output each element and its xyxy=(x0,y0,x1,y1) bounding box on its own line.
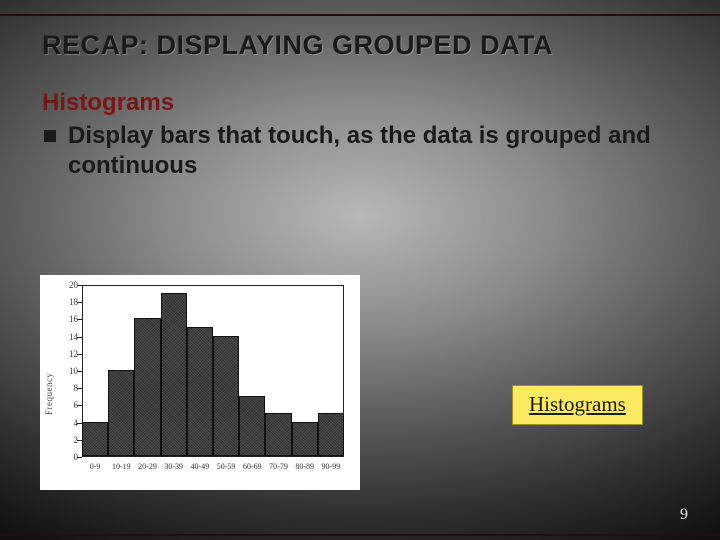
histogram-bar xyxy=(318,413,344,456)
histogram-bar xyxy=(82,422,108,456)
histogram-bar xyxy=(134,318,160,456)
histograms-link-box[interactable]: Histograms xyxy=(512,385,643,425)
x-tick-label: 90-99 xyxy=(322,462,341,471)
slide-title: RECAP: DISPLAYING GROUPED DATA xyxy=(42,30,678,61)
x-tick-label: 70-79 xyxy=(269,462,288,471)
y-tick-label: 18 xyxy=(54,297,78,307)
histogram-panel: Frequency 024681012141618200-910-1920-29… xyxy=(40,275,360,490)
y-tick-label: 4 xyxy=(54,418,78,428)
histogram-bar xyxy=(213,336,239,456)
histogram-bar xyxy=(265,413,291,456)
y-tick-label: 0 xyxy=(54,452,78,462)
y-tick-label: 20 xyxy=(54,280,78,290)
bullet-item: Display bars that touch, as the data is … xyxy=(42,121,678,181)
histogram-plot-area: 024681012141618200-910-1920-2930-3940-49… xyxy=(82,285,344,457)
histogram-bar xyxy=(108,370,134,456)
y-tick-label: 10 xyxy=(54,366,78,376)
x-tick-label: 10-19 xyxy=(112,462,131,471)
slide: RECAP: DISPLAYING GROUPED DATA Histogram… xyxy=(0,0,720,540)
x-tick-label: 50-59 xyxy=(217,462,236,471)
decorative-border-bottom xyxy=(0,534,720,536)
bullet-marker-icon xyxy=(44,130,56,142)
x-tick-label: 30-39 xyxy=(164,462,183,471)
histogram-bar xyxy=(187,327,213,456)
y-tick-label: 14 xyxy=(54,332,78,342)
x-tick-label: 0-9 xyxy=(90,462,101,471)
x-axis-line xyxy=(82,456,344,457)
y-tick-label: 2 xyxy=(54,435,78,445)
x-tick-label: 80-89 xyxy=(295,462,314,471)
y-tick-label: 12 xyxy=(54,349,78,359)
histogram-bar xyxy=(292,422,318,456)
histograms-link-label: Histograms xyxy=(529,392,626,416)
decorative-border-top xyxy=(0,14,720,16)
y-tick-label: 16 xyxy=(54,314,78,324)
y-axis-label: Frequency xyxy=(44,373,54,416)
x-tick-label: 20-29 xyxy=(138,462,157,471)
y-tick-label: 8 xyxy=(54,383,78,393)
page-number: 9 xyxy=(680,506,688,524)
slide-subheading: Histograms xyxy=(42,89,678,117)
y-tick-label: 6 xyxy=(54,400,78,410)
bullet-text: Display bars that touch, as the data is … xyxy=(68,121,678,181)
histogram-bar xyxy=(161,293,187,456)
x-tick-label: 40-49 xyxy=(191,462,210,471)
top-axis-line xyxy=(82,285,344,286)
x-tick-label: 60-69 xyxy=(243,462,262,471)
histogram-bar xyxy=(239,396,265,456)
